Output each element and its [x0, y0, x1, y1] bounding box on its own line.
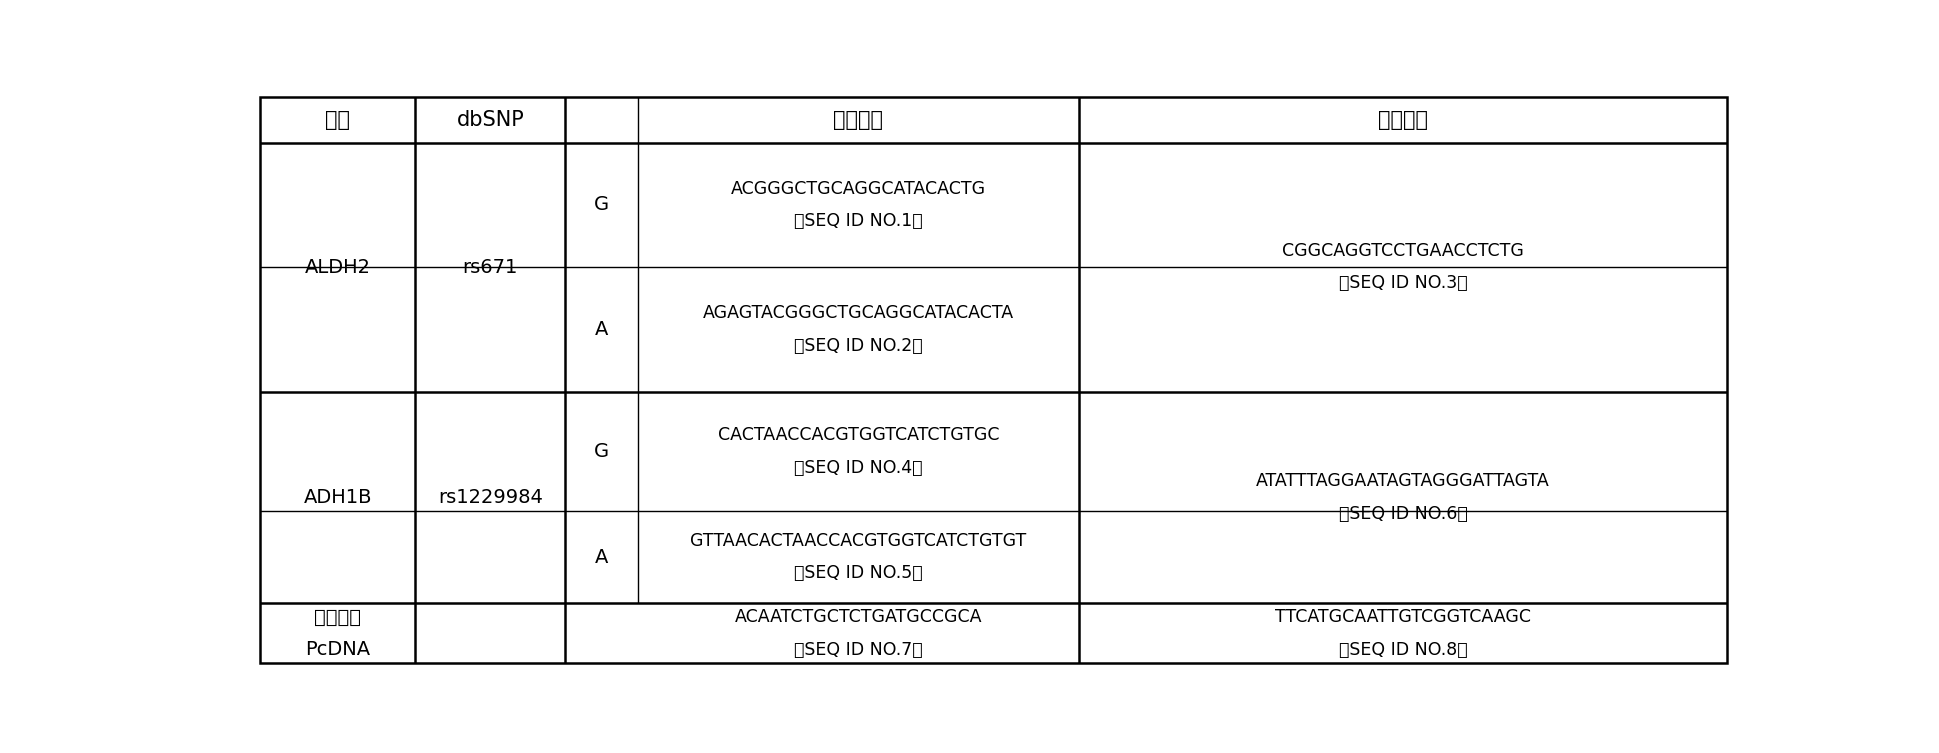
- Text: 正向引物: 正向引物: [834, 110, 884, 130]
- Text: （SEQ ID NO.3）: （SEQ ID NO.3）: [1340, 274, 1468, 292]
- Text: ADH1B: ADH1B: [304, 488, 372, 508]
- Text: 反向引物: 反向引物: [1379, 110, 1429, 130]
- Text: （SEQ ID NO.6）: （SEQ ID NO.6）: [1338, 505, 1468, 523]
- Text: dbSNP: dbSNP: [456, 110, 524, 130]
- Text: ACAATCTGCTCTGATGCCGCA: ACAATCTGCTCTGATGCCGCA: [735, 608, 983, 626]
- Text: G: G: [593, 442, 609, 461]
- Text: （SEQ ID NO.7）: （SEQ ID NO.7）: [795, 641, 923, 659]
- Text: （SEQ ID NO.8）: （SEQ ID NO.8）: [1340, 641, 1468, 659]
- Text: TTCATGCAATTGTCGGTCAAGC: TTCATGCAATTGTCGGTCAAGC: [1276, 608, 1532, 626]
- Text: ALDH2: ALDH2: [304, 258, 370, 276]
- Text: AGAGTACGGGCTGCAGGCATACACTA: AGAGTACGGGCTGCAGGCATACACTA: [704, 304, 1014, 322]
- Text: A: A: [595, 320, 609, 339]
- Text: ATATTTAGGAATAGTAGGGATTAGTA: ATATTTAGGAATAGTAGGGATTAGTA: [1256, 472, 1549, 490]
- Text: G: G: [593, 195, 609, 215]
- Text: ACGGGCTGCAGGCATACACTG: ACGGGCTGCAGGCATACACTG: [731, 180, 987, 197]
- Text: （SEQ ID NO.1）: （SEQ ID NO.1）: [795, 212, 923, 230]
- Text: rs1229984: rs1229984: [438, 488, 543, 508]
- Text: GTTAACACTAACCACGTGGTCATCTGTGT: GTTAACACTAACCACGTGGTCATCTGTGT: [690, 532, 1026, 550]
- Text: （SEQ ID NO.5）: （SEQ ID NO.5）: [795, 564, 923, 582]
- Text: （SEQ ID NO.4）: （SEQ ID NO.4）: [795, 459, 923, 477]
- Text: CACTAACCACGTGGTCATCTGTGC: CACTAACCACGTGGTCATCTGTGC: [717, 426, 999, 444]
- Text: CGGCAGGTCCTGAACCTCTG: CGGCAGGTCCTGAACCTCTG: [1282, 242, 1524, 260]
- Text: PcDNA: PcDNA: [304, 640, 370, 659]
- Text: （SEQ ID NO.2）: （SEQ ID NO.2）: [795, 337, 923, 355]
- Text: rs671: rs671: [463, 258, 518, 276]
- Text: A: A: [595, 547, 609, 566]
- Text: 反应内参: 反应内参: [314, 608, 361, 626]
- Text: 基因: 基因: [326, 110, 351, 130]
